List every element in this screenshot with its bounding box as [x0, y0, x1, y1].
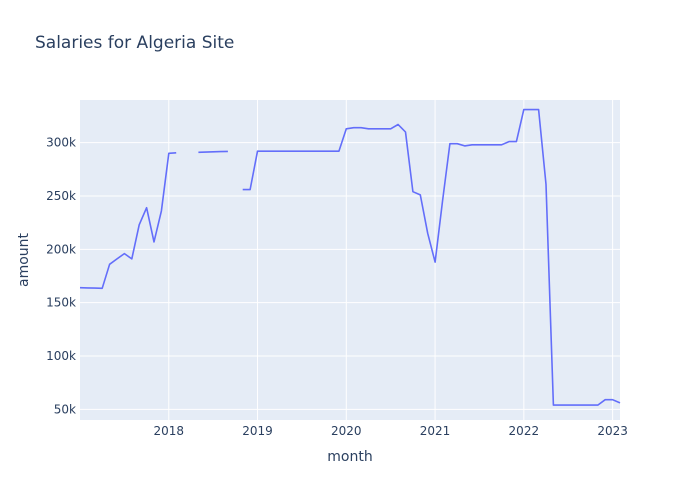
- y-tick-label: 250k: [46, 189, 76, 203]
- line-layer: [79, 108, 621, 406]
- plot-area: [80, 100, 620, 420]
- x-axis-title: month: [327, 449, 372, 465]
- x-tick-label: 2023: [597, 424, 628, 438]
- x-tick-label: 2018: [153, 424, 184, 438]
- y-tick-label: 200k: [46, 242, 76, 256]
- y-tick-label: 300k: [46, 136, 76, 150]
- series-line-segment: [79, 152, 177, 290]
- tick-layer: 50k 100k 150k 200k 250k 300k 2018 2019 2020 2021 2…: [46, 136, 628, 438]
- x-tick-label: 2022: [509, 424, 540, 438]
- y-tick-label: 50k: [54, 402, 76, 416]
- y-axis-title: amount: [16, 232, 32, 287]
- chart-title: Salaries for Algeria Site: [35, 33, 235, 53]
- series-line-segment: [242, 108, 621, 406]
- x-tick-label: 2020: [331, 424, 362, 438]
- y-tick-label: 100k: [46, 349, 76, 363]
- x-tick-label: 2019: [242, 424, 273, 438]
- y-tick-label: 150k: [46, 296, 76, 310]
- series-line-segment: [198, 150, 228, 154]
- x-tick-label: 2021: [420, 424, 451, 438]
